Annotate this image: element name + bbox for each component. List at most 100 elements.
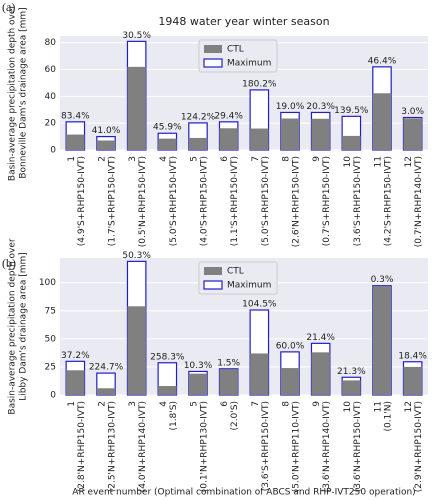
bar-ctl bbox=[158, 138, 177, 150]
y-axis-label: Bonneville Dam's drainage area [mm] bbox=[19, 7, 29, 178]
x-tick-label: 11 bbox=[374, 156, 384, 167]
x-tick-label: 3 bbox=[128, 401, 138, 407]
legend-label: Maximum bbox=[227, 281, 271, 291]
x-tick-label: 11 bbox=[374, 401, 384, 412]
y-tick-label: 75 bbox=[45, 306, 56, 316]
y-tick-label: 40 bbox=[45, 92, 57, 102]
bar-ctl bbox=[219, 369, 238, 395]
legend-label: Maximum bbox=[227, 59, 271, 69]
x-tick-detail: (2.6'N+RHP150-IVT) bbox=[292, 156, 302, 247]
legend-swatch bbox=[204, 267, 222, 275]
x-tick-label: 2 bbox=[98, 401, 108, 407]
bar-annotation: 1.5% bbox=[217, 358, 240, 368]
x-tick-label: 1 bbox=[67, 401, 77, 407]
panel-label: (a) bbox=[2, 0, 15, 14]
bar-annotation: 10.3% bbox=[184, 361, 213, 371]
legend-swatch bbox=[203, 280, 223, 290]
legend-label: CTL bbox=[227, 267, 244, 277]
x-tick-detail: (5.0'S+RHP150-IVT) bbox=[261, 156, 271, 246]
bar-ctl bbox=[342, 135, 361, 150]
legend-swatch bbox=[204, 45, 222, 53]
bar-annotation: 20.3% bbox=[306, 102, 335, 112]
x-tick-detail: (0.7'S+RHP150-IVT) bbox=[322, 156, 332, 246]
y-tick-label: 20 bbox=[45, 119, 57, 129]
x-tick-detail: (3.6'N+RHP140-IVT) bbox=[322, 401, 332, 492]
panel-label: (b) bbox=[2, 256, 16, 270]
x-tick-label: 7 bbox=[251, 156, 261, 162]
bar-ctl bbox=[280, 368, 300, 395]
x-tick-detail: (0.1'N+RHP130-IVT) bbox=[200, 401, 210, 492]
bar-ctl bbox=[342, 380, 361, 395]
legend-swatch bbox=[203, 58, 223, 68]
bar-ctl bbox=[403, 366, 422, 395]
x-tick-detail: (5.0'N+RHP110-IVT) bbox=[292, 401, 302, 492]
bar-annotation: 19.0% bbox=[276, 102, 305, 112]
bar-ctl bbox=[188, 373, 208, 395]
chart-title: 1948 water year winter season bbox=[158, 15, 329, 28]
y-tick-label: 60 bbox=[45, 65, 57, 75]
bar-ctl bbox=[403, 118, 422, 150]
x-tick-detail: (1.8'S) bbox=[169, 401, 179, 431]
bar-annotation: 30.5% bbox=[122, 31, 151, 41]
y-tick-label: 100 bbox=[39, 278, 56, 288]
bar-annotation: 37.2% bbox=[61, 351, 90, 361]
y-axis-label: Basin-average precipitation depth over bbox=[8, 5, 18, 182]
bar-annotation: 3.0% bbox=[401, 107, 424, 117]
x-tick-detail: (4.0'N+RHP140-IVT) bbox=[138, 401, 148, 492]
y-axis-label: Basin-average precipitation depth over bbox=[8, 238, 18, 415]
bar-ctl bbox=[66, 134, 85, 150]
x-tick-label: 5 bbox=[190, 401, 200, 407]
bar-annotation: 21.3% bbox=[337, 367, 366, 377]
bar-ctl bbox=[127, 306, 146, 395]
bar-annotation: 224.7% bbox=[89, 363, 124, 373]
bar-ctl bbox=[66, 370, 85, 395]
bar-annotation: 60.0% bbox=[276, 341, 305, 351]
bar-ctl bbox=[158, 386, 177, 395]
bar-ctl bbox=[188, 137, 208, 150]
x-tick-detail: (3.6'N+RHP150-IVT) bbox=[353, 401, 363, 492]
bar-annotation: 18.4% bbox=[398, 351, 427, 361]
x-tick-label: 12 bbox=[404, 401, 414, 412]
bar-annotation: 29.4% bbox=[214, 111, 243, 121]
bar-ctl bbox=[372, 286, 392, 395]
x-tick-label: 3 bbox=[128, 156, 138, 162]
bar-annotation: 124.2% bbox=[181, 112, 216, 122]
x-tick-detail: (0.1'N) bbox=[384, 401, 394, 432]
bar-annotation: 139.5% bbox=[334, 106, 369, 116]
bar-annotation: 45.9% bbox=[153, 123, 182, 133]
x-tick-label: 6 bbox=[220, 156, 230, 162]
x-tick-label: 1 bbox=[67, 156, 77, 162]
bar-annotation: 180.2% bbox=[242, 79, 277, 89]
bar-annotation: 83.4% bbox=[61, 111, 90, 121]
bar-annotation: 104.5% bbox=[242, 299, 277, 309]
bar-annotation: 50.3% bbox=[122, 251, 151, 261]
x-tick-label: 5 bbox=[190, 156, 200, 162]
bar-annotation: 46.4% bbox=[368, 56, 397, 66]
x-tick-detail: (0.5'N+RHP150-IVT) bbox=[138, 156, 148, 247]
x-tick-label: 10 bbox=[343, 401, 353, 413]
bar-annotation: 21.4% bbox=[306, 333, 335, 343]
x-tick-detail: (0.7'N+RHP140-IVT) bbox=[414, 156, 424, 247]
bar-ctl bbox=[280, 118, 300, 150]
bar-ctl bbox=[250, 353, 269, 395]
x-tick-label: 6 bbox=[220, 401, 230, 407]
x-tick-detail: (2.5'N+RHP130-IVT) bbox=[108, 401, 118, 492]
bar-ctl bbox=[96, 388, 116, 395]
x-tick-detail: (4.2'S+RHP150-IVT) bbox=[384, 156, 394, 246]
bar-ctl bbox=[96, 140, 116, 150]
y-tick-label: 0 bbox=[50, 391, 56, 401]
bar-ctl bbox=[311, 352, 330, 395]
x-tick-detail: (2.9'N+RHP150-IVT) bbox=[414, 401, 424, 492]
bar-ctl bbox=[219, 128, 238, 150]
x-tick-label: 4 bbox=[159, 401, 169, 407]
x-tick-detail: (1.1'S+RHP150-IVT) bbox=[230, 156, 240, 246]
x-tick-label: 7 bbox=[251, 401, 261, 407]
bar-ctl bbox=[250, 128, 269, 150]
bar-annotation: 0.3% bbox=[371, 275, 394, 285]
x-tick-detail: (5.0'S+RHP150-IVT) bbox=[169, 156, 179, 246]
x-tick-detail: (2.0'S) bbox=[230, 401, 240, 431]
x-tick-label: 9 bbox=[312, 401, 322, 407]
y-axis-label: Libby Dam's drainage area [mm] bbox=[19, 252, 29, 401]
x-axis-label: AR event number (Optimal combination of … bbox=[72, 488, 415, 498]
